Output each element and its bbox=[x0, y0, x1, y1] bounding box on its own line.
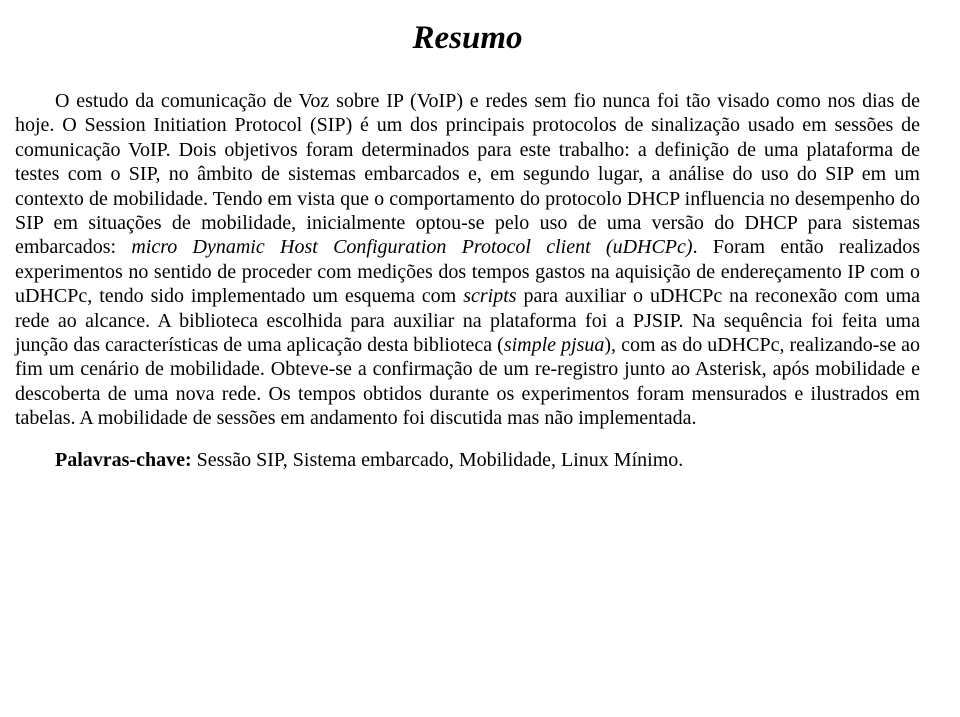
abstract-page: Resumo O estudo da comunicação de Voz so… bbox=[0, 0, 960, 493]
body-run-italic: scripts bbox=[463, 285, 516, 307]
body-run-italic: simple pjsua bbox=[504, 334, 605, 356]
keywords-label: Palavras-chave: bbox=[55, 449, 192, 471]
section-title: Resumo bbox=[15, 20, 920, 57]
body-run: O estudo da comunicação de Voz sobre IP … bbox=[15, 90, 920, 258]
abstract-body: O estudo da comunicação de Voz sobre IP … bbox=[15, 89, 920, 430]
body-run-italic: micro Dynamic Host Configuration Protoco… bbox=[131, 236, 692, 258]
keywords-line: Palavras-chave: Sessão SIP, Sistema emba… bbox=[15, 448, 920, 472]
keywords-text: Sessão SIP, Sistema embarcado, Mobilidad… bbox=[192, 449, 684, 471]
